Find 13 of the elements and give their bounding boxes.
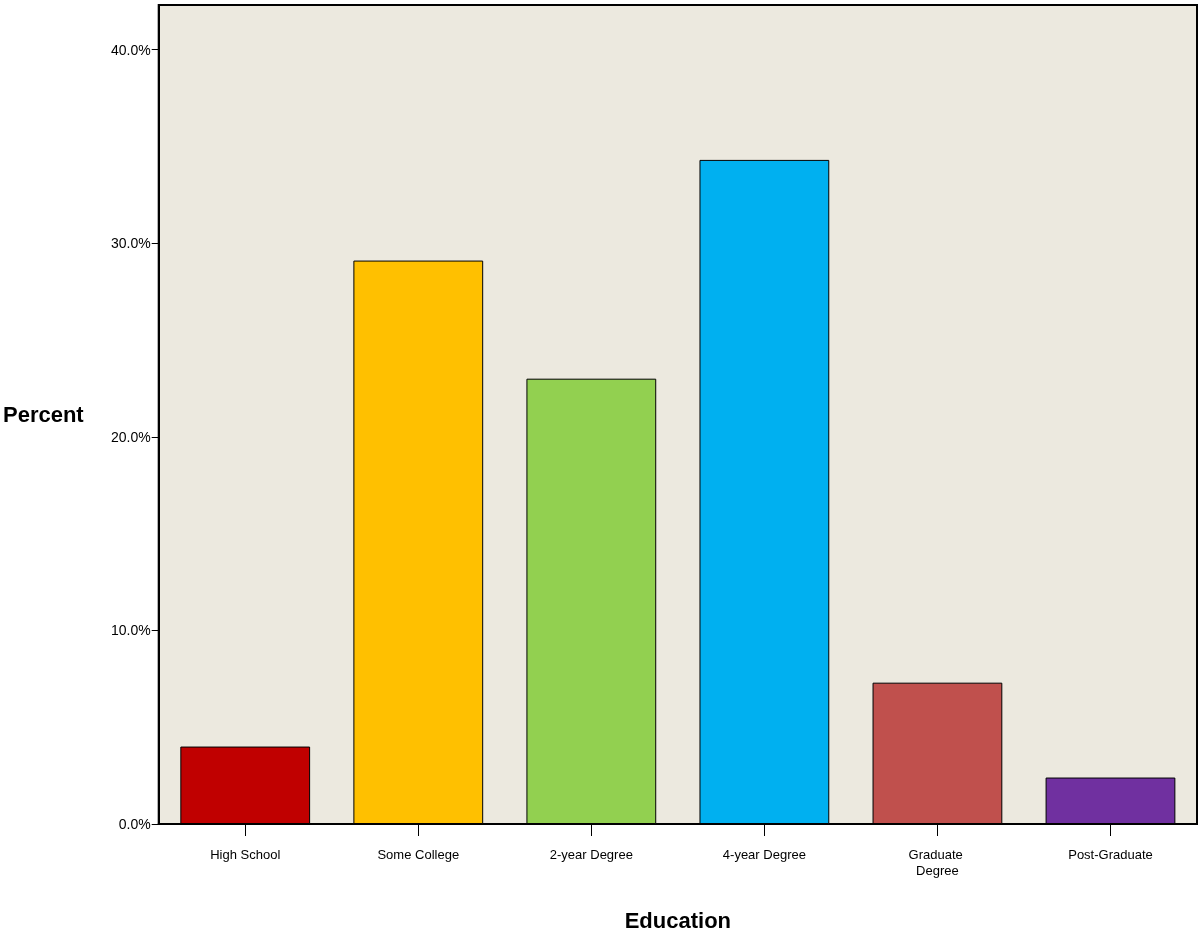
x-tick-label: Post-Graduate [1068, 846, 1153, 862]
y-tick-label: 10.0% [111, 622, 151, 639]
x-tick-label: 4-year Degree [722, 846, 806, 862]
x-tick-label: 2-year Degree [549, 846, 633, 862]
x-tick-label: Graduate Degree [908, 846, 967, 878]
y-tick-label: 20.0% [111, 428, 151, 445]
x-tick-label: Some College [377, 846, 460, 862]
y-tick-label: 30.0% [111, 235, 151, 252]
x-axis-title: Education [624, 907, 732, 933]
y-tick-label: 40.0% [111, 41, 151, 58]
y-axis-title: Percent [2, 402, 85, 427]
y-tick-label: 0.0% [118, 816, 151, 832]
x-tick-label: High School [210, 846, 281, 862]
